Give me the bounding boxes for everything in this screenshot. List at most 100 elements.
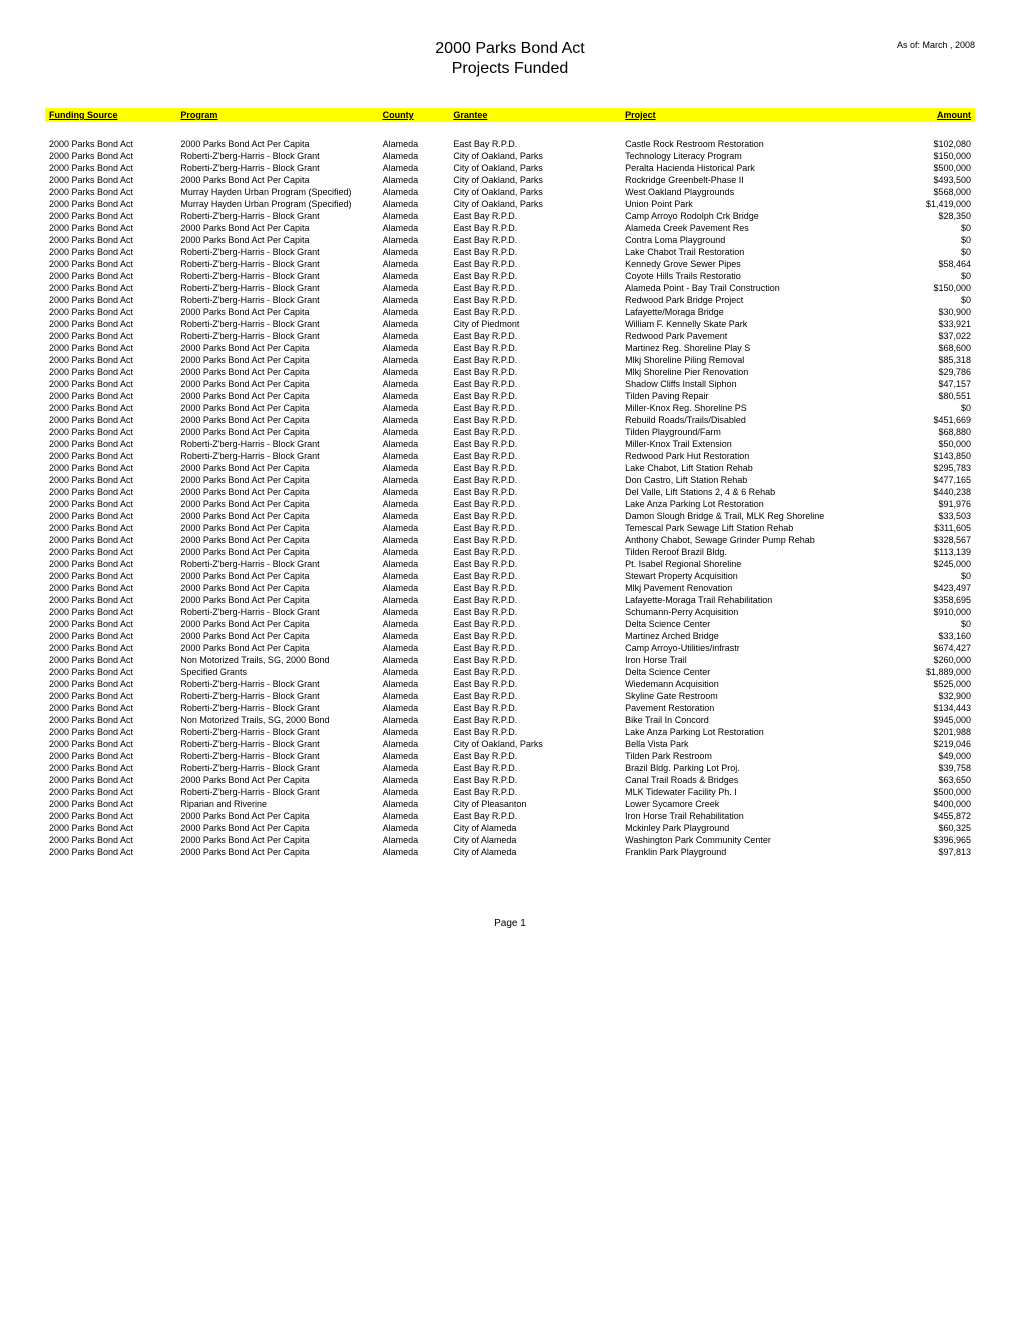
- cell-amount: $80,551: [884, 390, 975, 402]
- cell-program: Specified Grants: [176, 666, 378, 678]
- cell-county: Alameda: [379, 210, 450, 222]
- cell-grantee: East Bay R.P.D.: [449, 630, 621, 642]
- cell-program: 2000 Parks Bond Act Per Capita: [176, 522, 378, 534]
- cell-project: Mlkj Shoreline Piling Removal: [621, 354, 884, 366]
- cell-county: Alameda: [379, 738, 450, 750]
- cell-grantee: East Bay R.P.D.: [449, 498, 621, 510]
- cell-grantee: East Bay R.P.D.: [449, 330, 621, 342]
- report-header: As of: March , 2008 2000 Parks Bond Act …: [45, 40, 975, 78]
- cell-county: Alameda: [379, 846, 450, 858]
- cell-county: Alameda: [379, 618, 450, 630]
- col-header-funding: Funding Source: [45, 108, 176, 122]
- cell-project: Canal Trail Roads & Bridges: [621, 774, 884, 786]
- cell-amount: $311,605: [884, 522, 975, 534]
- cell-program: Non Motorized Trails, SG, 2000 Bond: [176, 654, 378, 666]
- table-row: 2000 Parks Bond Act2000 Parks Bond Act P…: [45, 486, 975, 498]
- table-row: 2000 Parks Bond ActRoberti-Z'berg-Harris…: [45, 150, 975, 162]
- cell-program: 2000 Parks Bond Act Per Capita: [176, 834, 378, 846]
- cell-grantee: East Bay R.P.D.: [449, 234, 621, 246]
- cell-project: Shadow Cliffs Install Siphon: [621, 378, 884, 390]
- cell-project: Camp Arroyo Rodolph Crk Bridge: [621, 210, 884, 222]
- cell-program: 2000 Parks Bond Act Per Capita: [176, 486, 378, 498]
- table-row: 2000 Parks Bond Act2000 Parks Bond Act P…: [45, 774, 975, 786]
- cell-amount: $91,976: [884, 498, 975, 510]
- cell-grantee: City of Alameda: [449, 822, 621, 834]
- cell-program: 2000 Parks Bond Act Per Capita: [176, 582, 378, 594]
- cell-program: Non Motorized Trails, SG, 2000 Bond: [176, 714, 378, 726]
- cell-county: Alameda: [379, 714, 450, 726]
- cell-funding: 2000 Parks Bond Act: [45, 306, 176, 318]
- projects-table: Funding Source Program County Grantee Pr…: [45, 108, 975, 858]
- cell-county: Alameda: [379, 486, 450, 498]
- cell-amount: $568,000: [884, 186, 975, 198]
- cell-amount: $33,160: [884, 630, 975, 642]
- cell-grantee: East Bay R.P.D.: [449, 426, 621, 438]
- cell-funding: 2000 Parks Bond Act: [45, 234, 176, 246]
- cell-project: Skyline Gate Restroom: [621, 690, 884, 702]
- cell-funding: 2000 Parks Bond Act: [45, 774, 176, 786]
- cell-program: Roberti-Z'berg-Harris - Block Grant: [176, 702, 378, 714]
- cell-funding: 2000 Parks Bond Act: [45, 522, 176, 534]
- cell-grantee: East Bay R.P.D.: [449, 306, 621, 318]
- cell-funding: 2000 Parks Bond Act: [45, 366, 176, 378]
- cell-amount: $30,900: [884, 306, 975, 318]
- cell-project: West Oakland Playgrounds: [621, 186, 884, 198]
- cell-county: Alameda: [379, 150, 450, 162]
- cell-amount: $143,850: [884, 450, 975, 462]
- cell-county: Alameda: [379, 426, 450, 438]
- table-header-row: Funding Source Program County Grantee Pr…: [45, 108, 975, 122]
- cell-grantee: City of Oakland, Parks: [449, 162, 621, 174]
- cell-funding: 2000 Parks Bond Act: [45, 678, 176, 690]
- cell-amount: $49,000: [884, 750, 975, 762]
- cell-county: Alameda: [379, 270, 450, 282]
- cell-funding: 2000 Parks Bond Act: [45, 462, 176, 474]
- table-row: 2000 Parks Bond Act2000 Parks Bond Act P…: [45, 354, 975, 366]
- cell-program: 2000 Parks Bond Act Per Capita: [176, 534, 378, 546]
- cell-county: Alameda: [379, 546, 450, 558]
- table-row: 2000 Parks Bond Act2000 Parks Bond Act P…: [45, 342, 975, 354]
- cell-project: Contra Loma Playground: [621, 234, 884, 246]
- cell-funding: 2000 Parks Bond Act: [45, 330, 176, 342]
- cell-funding: 2000 Parks Bond Act: [45, 714, 176, 726]
- cell-funding: 2000 Parks Bond Act: [45, 210, 176, 222]
- table-row: 2000 Parks Bond ActRiparian and Riverine…: [45, 798, 975, 810]
- cell-project: Alameda Point - Bay Trail Construction: [621, 282, 884, 294]
- cell-amount: $400,000: [884, 798, 975, 810]
- cell-program: Roberti-Z'berg-Harris - Block Grant: [176, 270, 378, 282]
- table-row: 2000 Parks Bond ActRoberti-Z'berg-Harris…: [45, 318, 975, 330]
- cell-grantee: City of Oakland, Parks: [449, 198, 621, 210]
- cell-grantee: East Bay R.P.D.: [449, 414, 621, 426]
- table-row: 2000 Parks Bond Act2000 Parks Bond Act P…: [45, 222, 975, 234]
- cell-project: Pt. Isabel Regional Shoreline: [621, 558, 884, 570]
- cell-amount: $423,497: [884, 582, 975, 594]
- table-row: 2000 Parks Bond ActRoberti-Z'berg-Harris…: [45, 750, 975, 762]
- table-row: 2000 Parks Bond ActNon Motorized Trails,…: [45, 654, 975, 666]
- cell-county: Alameda: [379, 762, 450, 774]
- cell-project: Redwood Park Bridge Project: [621, 294, 884, 306]
- cell-county: Alameda: [379, 450, 450, 462]
- cell-amount: $47,157: [884, 378, 975, 390]
- cell-amount: $525,000: [884, 678, 975, 690]
- cell-program: 2000 Parks Bond Act Per Capita: [176, 402, 378, 414]
- cell-grantee: East Bay R.P.D.: [449, 210, 621, 222]
- table-row: 2000 Parks Bond ActRoberti-Z'berg-Harris…: [45, 162, 975, 174]
- cell-funding: 2000 Parks Bond Act: [45, 702, 176, 714]
- cell-amount: $113,139: [884, 546, 975, 558]
- cell-county: Alameda: [379, 462, 450, 474]
- cell-project: Temescal Park Sewage Lift Station Rehab: [621, 522, 884, 534]
- cell-amount: $260,000: [884, 654, 975, 666]
- cell-project: Wiedemann Acquisition: [621, 678, 884, 690]
- cell-project: Mlkj Shoreline Pier Renovation: [621, 366, 884, 378]
- cell-amount: $60,325: [884, 822, 975, 834]
- cell-county: Alameda: [379, 690, 450, 702]
- cell-grantee: East Bay R.P.D.: [449, 558, 621, 570]
- cell-funding: 2000 Parks Bond Act: [45, 486, 176, 498]
- cell-grantee: East Bay R.P.D.: [449, 678, 621, 690]
- cell-program: Roberti-Z'berg-Harris - Block Grant: [176, 318, 378, 330]
- cell-county: Alameda: [379, 498, 450, 510]
- cell-county: Alameda: [379, 810, 450, 822]
- cell-program: 2000 Parks Bond Act Per Capita: [176, 846, 378, 858]
- cell-project: Bike Trail In Concord: [621, 714, 884, 726]
- cell-project: Mlkj Pavement Renovation: [621, 582, 884, 594]
- cell-county: Alameda: [379, 570, 450, 582]
